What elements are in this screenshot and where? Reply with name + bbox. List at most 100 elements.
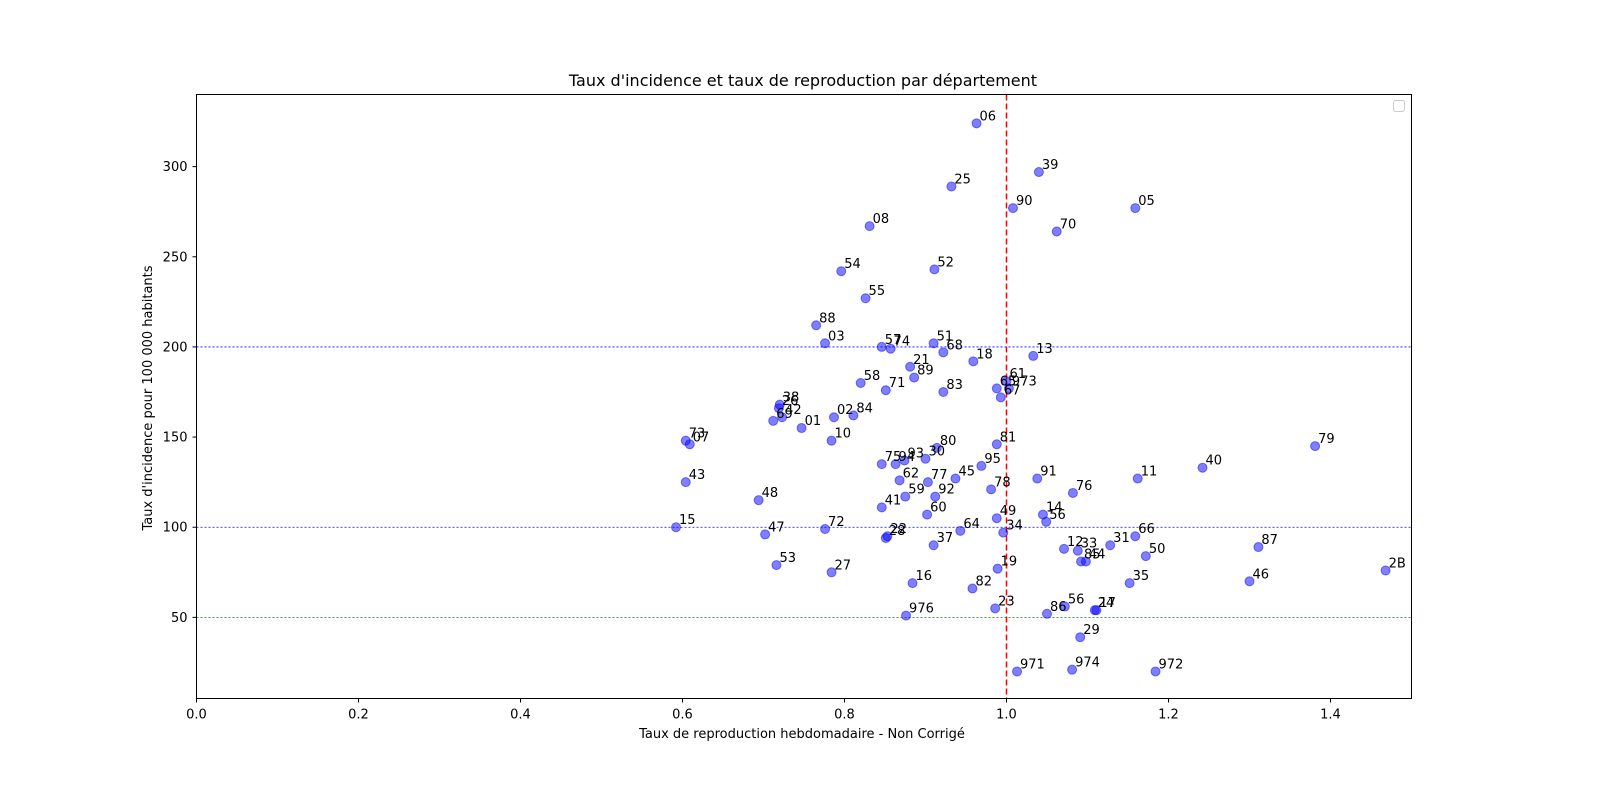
- y-tick-label: 200: [163, 340, 188, 355]
- data-point-92: [930, 491, 941, 502]
- x-axis-label: Taux de reproduction hebdomadaire - Non …: [638, 727, 965, 742]
- point-label-78: 78: [994, 475, 1011, 490]
- x-axis-ticks: 0.0 0.2 0.4 0.6 0.8 1.0 1.2 1.4: [186, 698, 1341, 723]
- point-label-73: 73: [689, 427, 706, 442]
- point-label-16: 16: [916, 569, 933, 584]
- x-tick-label: 0.4: [510, 708, 531, 723]
- chart-title: Taux d'incidence et taux de reproduction…: [568, 71, 1037, 90]
- data-point-50: [1140, 551, 1151, 562]
- data-point-83: [938, 386, 949, 397]
- data-point-76: [1067, 487, 1078, 498]
- point-label-91: 91: [1040, 465, 1057, 480]
- data-point-78: [986, 484, 997, 495]
- point-label-85: 85: [1084, 547, 1101, 562]
- point-label-86: 86: [1050, 600, 1067, 615]
- data-point-23: [990, 603, 1001, 614]
- data-point-75: [876, 459, 887, 470]
- point-label-81: 81: [1000, 430, 1017, 445]
- data-point-29: [1075, 632, 1086, 643]
- x-tick-label: 1.4: [1320, 708, 1341, 723]
- y-axis-label: Taux d'incidence pour 100 000 habitants: [141, 265, 156, 531]
- data-point-12: [1059, 543, 1070, 554]
- x-tick-label: 0.2: [348, 708, 369, 723]
- data-point-44: [1080, 556, 1091, 567]
- data-point-11: [1132, 473, 1143, 484]
- point-label-973: 973: [1012, 374, 1037, 389]
- point-label-971: 971: [1020, 657, 1045, 672]
- point-label-03: 03: [828, 329, 845, 344]
- data-point-74: [885, 343, 896, 354]
- y-axis-ticks: 50 100 150 200 250 300: [163, 160, 197, 626]
- data-point-02: [828, 412, 839, 423]
- point-label-34: 34: [1006, 519, 1023, 534]
- point-label-44: 44: [1089, 547, 1106, 562]
- point-label-55: 55: [869, 284, 886, 299]
- data-point-42: [777, 412, 788, 423]
- data-point-89: [909, 372, 920, 383]
- point-label-27: 27: [835, 558, 852, 573]
- data-point-64: [955, 525, 966, 536]
- data-point-05: [1130, 203, 1141, 214]
- point-label-08: 08: [873, 212, 890, 227]
- point-label-01: 01: [805, 414, 822, 429]
- data-point-17: [1091, 605, 1102, 616]
- data-point-08: [864, 221, 875, 232]
- data-point-972: [1150, 666, 1161, 677]
- point-label-84: 84: [856, 401, 873, 416]
- point-label-38: 38: [783, 391, 800, 406]
- point-label-33: 33: [1081, 537, 1098, 552]
- data-point-94: [890, 459, 901, 470]
- point-label-974: 974: [1075, 656, 1100, 671]
- point-label-61: 61: [1010, 367, 1027, 382]
- data-point-68: [938, 347, 949, 358]
- data-point-37: [928, 540, 939, 551]
- data-point-43: [680, 477, 691, 488]
- point-label-60: 60: [930, 501, 947, 516]
- data-point-90: [1007, 203, 1018, 214]
- data-point-39: [1033, 167, 1044, 178]
- point-label-21: 21: [913, 353, 930, 368]
- data-point-81: [991, 439, 1002, 450]
- point-label-42: 42: [785, 403, 802, 418]
- x-tick-label: 1.0: [996, 708, 1017, 723]
- x-tick-label: 0.8: [834, 708, 855, 723]
- point-label-87: 87: [1261, 533, 1278, 548]
- point-label-972: 972: [1159, 657, 1184, 672]
- data-point-55: [860, 293, 871, 304]
- point-label-82: 82: [975, 575, 992, 590]
- point-label-19: 19: [1001, 555, 1018, 570]
- data-point-06: [971, 118, 982, 129]
- data-point-34: [998, 527, 1009, 538]
- point-label-07: 07: [693, 430, 710, 445]
- point-label-77: 77: [931, 468, 948, 483]
- point-label-48: 48: [762, 486, 779, 501]
- data-point-91: [1032, 473, 1043, 484]
- point-label-976: 976: [909, 602, 934, 617]
- point-label-76: 76: [1076, 479, 1093, 494]
- y-tick-label: 300: [163, 160, 188, 175]
- point-label-70: 70: [1060, 218, 1077, 233]
- point-label-22: 22: [890, 522, 907, 537]
- data-point-15: [671, 522, 682, 533]
- data-point-66: [1130, 531, 1141, 542]
- point-label-12: 12: [1067, 535, 1084, 550]
- point-label-24: 24: [1098, 596, 1115, 611]
- data-point-59: [900, 491, 911, 502]
- data-point-67: [995, 392, 1006, 403]
- data-point-51: [928, 338, 939, 349]
- point-label-25: 25: [954, 172, 971, 187]
- data-point-79: [1310, 441, 1321, 452]
- data-point-30: [920, 453, 931, 464]
- point-label-43: 43: [689, 468, 706, 483]
- legend-box: [1393, 100, 1405, 112]
- point-label-49: 49: [1000, 504, 1017, 519]
- point-label-64: 64: [963, 517, 980, 532]
- data-point-84: [848, 410, 859, 421]
- point-label-57: 57: [885, 333, 902, 348]
- y-tick-label: 250: [163, 250, 188, 265]
- y-tick-label: 150: [163, 431, 188, 446]
- point-label-26: 26: [782, 394, 799, 409]
- data-point-72: [820, 524, 831, 535]
